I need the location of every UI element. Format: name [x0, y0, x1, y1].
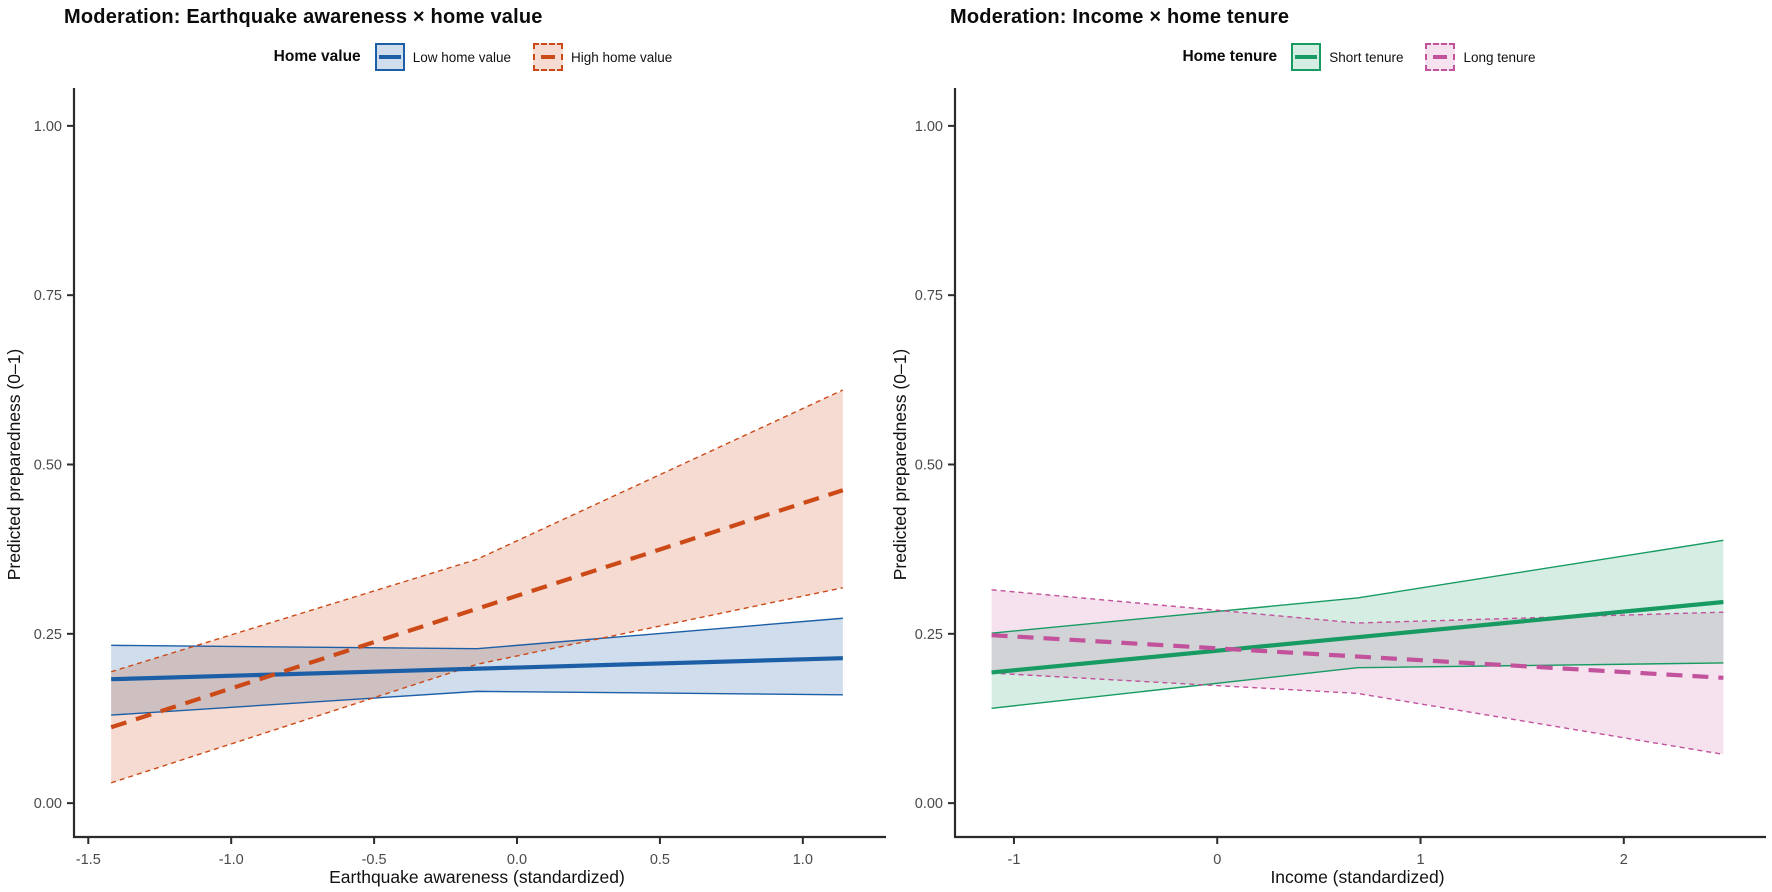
x-tick-label: 1: [1416, 852, 1424, 868]
y-axis-title: Predicted preparedness (0–1): [890, 349, 910, 581]
y-tick-label: 0.50: [34, 458, 62, 474]
y-tick-label: 0.75: [915, 288, 943, 304]
x-tick-label: -0.5: [362, 852, 387, 868]
y-tick-label: 0.50: [915, 458, 943, 474]
y-tick-label: 0.00: [915, 796, 943, 812]
legend-key-swatch-icon: [374, 43, 405, 71]
x-axis-title: Earthquake awareness (standardized): [329, 867, 625, 887]
ci-ribbon: [111, 390, 843, 783]
y-tick-label: 0.75: [34, 288, 62, 304]
ci-edge-line: [111, 617, 843, 650]
legend: Home value Low home value High home valu…: [0, 40, 886, 74]
legend-item-label: Long tenure: [1463, 49, 1536, 65]
y-tick-label: 0.25: [915, 627, 943, 643]
legend-item-label: High home value: [571, 49, 673, 65]
x-tick-label: -1.0: [219, 852, 244, 868]
ci-ribbon: [991, 540, 1724, 709]
ci-edge-line: [110, 587, 843, 784]
ci-edge-line: [110, 389, 844, 673]
y-tick-label: 1.00: [915, 119, 943, 135]
legend-item: Short tenure: [1291, 43, 1403, 71]
legend-title: Home value: [273, 48, 361, 65]
ci-edge-line: [111, 690, 843, 716]
chart-income-tenure: Moderation: Income × home tenure Home te…: [886, 0, 1772, 892]
y-axis-title: Predicted preparedness (0–1): [4, 349, 24, 581]
legend-item: High home value: [533, 43, 672, 71]
ci-edge-line: [991, 662, 1724, 710]
x-tick-label: -1: [1007, 852, 1020, 868]
ci-ribbon: [991, 589, 1724, 755]
plot-area: 0.00 0.25 0.50 0.75 1.00 -1.5 -1.0 -0.5 0.0 0.5 1.…: [4, 88, 886, 887]
ci-edge-line: [991, 539, 1724, 634]
y-tick-label: 0.25: [34, 627, 62, 643]
chart-title: Moderation: Income × home tenure: [950, 6, 1290, 28]
legend-item: Low home value: [374, 43, 511, 71]
plot-area: 0.00 0.25 0.50 0.75 1.00 -1 0 1 2 Income (standar…: [890, 88, 1766, 887]
ci-edge-line: [991, 672, 1724, 756]
x-tick-label: 1.0: [793, 852, 813, 868]
x-tick-label: 2: [1620, 852, 1628, 868]
chart-title: Moderation: Earthquake awareness × home …: [64, 6, 543, 28]
legend: Home tenure Short tenure Long tenure: [886, 40, 1772, 74]
legend-title: Home tenure: [1182, 48, 1278, 65]
chart-earthquake-awareness: Moderation: Earthquake awareness × home …: [0, 6, 886, 887]
x-tick-label: 0.0: [507, 852, 527, 868]
legend-item-label: Low home value: [412, 49, 511, 65]
legend-key-swatch-icon: [1291, 43, 1322, 71]
y-tick-label: 0.00: [34, 796, 62, 812]
y-tick-label: 1.00: [34, 119, 62, 135]
legend-item-label: Short tenure: [1329, 49, 1404, 65]
legend-key-swatch-icon: [533, 43, 563, 71]
x-tick-label: 0.5: [650, 852, 670, 868]
legend-item: Long tenure: [1425, 43, 1536, 71]
x-tick-label: -1.5: [76, 852, 101, 868]
series-line: [991, 633, 1724, 680]
x-tick-label: 0: [1213, 852, 1221, 868]
x-axis-title: Income (standardized): [1270, 867, 1444, 887]
series-line: [991, 599, 1724, 675]
series-line: [111, 656, 843, 682]
legend-key-swatch-icon: [1425, 43, 1456, 71]
